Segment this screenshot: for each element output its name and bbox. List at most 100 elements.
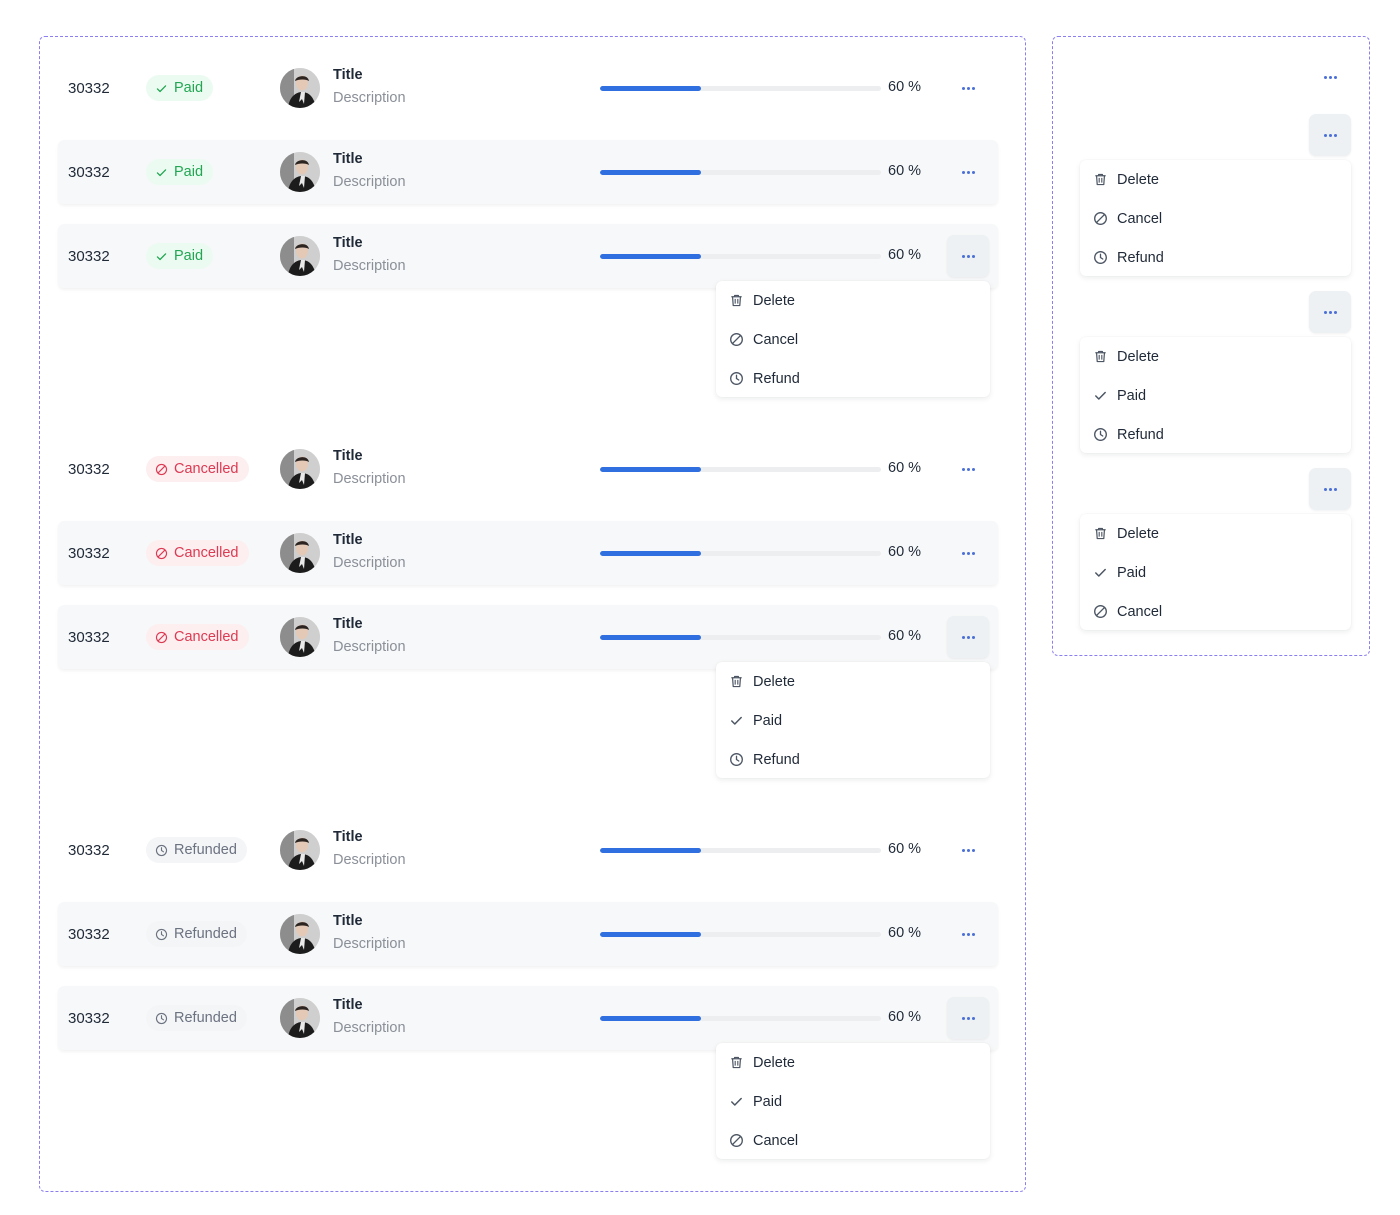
order-id: 30332: [68, 544, 110, 562]
progress-bar: [600, 635, 881, 640]
status-label: Cancelled: [174, 629, 239, 645]
menu-item-refund[interactable]: Refund: [1080, 415, 1351, 454]
more-actions-button[interactable]: [1309, 291, 1351, 333]
more-actions-button[interactable]: [947, 151, 989, 193]
more-actions-button[interactable]: [947, 235, 989, 277]
status-badge: Paid: [146, 243, 214, 269]
row-description: Description: [333, 174, 406, 190]
menu-item-cancel[interactable]: Cancel: [716, 1121, 990, 1160]
status-badge: Refunded: [146, 1005, 247, 1031]
progress-fill: [600, 86, 702, 91]
menu-item-cancel[interactable]: Cancel: [716, 320, 990, 359]
more-actions-button[interactable]: [947, 448, 989, 490]
menu-item-label: Refund: [1117, 249, 1164, 266]
status-label: Paid: [174, 164, 204, 180]
order-id: 30332: [68, 841, 110, 859]
row-description: Description: [333, 1020, 406, 1036]
menu-item-label: Delete: [1117, 525, 1159, 542]
menu-item-cancel[interactable]: Cancel: [1080, 592, 1351, 631]
row-title: Title: [333, 67, 363, 83]
status-label: Cancelled: [174, 461, 239, 477]
more-actions-button[interactable]: [947, 532, 989, 574]
cancel-icon: [729, 332, 744, 347]
progress-fill: [600, 848, 702, 853]
order-id: 30332: [68, 79, 110, 97]
progress-fill: [600, 1016, 702, 1021]
more-actions-button[interactable]: [947, 829, 989, 871]
menu-item-delete[interactable]: Delete: [1080, 514, 1351, 553]
menu-item-delete[interactable]: Delete: [716, 662, 990, 701]
status-label: Refunded: [174, 1010, 237, 1026]
row-title: Title: [333, 448, 363, 464]
status-label: Refunded: [174, 926, 237, 942]
status-badge: Refunded: [146, 921, 247, 947]
more-icon: [961, 635, 975, 639]
more-icon: [961, 467, 975, 471]
more-actions-button[interactable]: [1309, 114, 1351, 156]
menu-item-refund[interactable]: Refund: [716, 359, 990, 398]
menu-item-paid[interactable]: Paid: [716, 1082, 990, 1121]
progress-bar: [600, 551, 881, 556]
menu-item-paid[interactable]: Paid: [1080, 376, 1351, 415]
more-actions-button[interactable]: [947, 616, 989, 658]
action-menu: Delete Cancel Refund: [1080, 160, 1351, 276]
row-title: Title: [333, 913, 363, 929]
check-icon: [155, 166, 168, 179]
trash-icon: [729, 293, 744, 308]
status-badge: Cancelled: [146, 624, 249, 650]
row-description: Description: [333, 639, 406, 655]
order-id: 30332: [68, 925, 110, 943]
avatar: [280, 68, 320, 108]
progress-fill: [600, 467, 702, 472]
progress-bar: [600, 1016, 881, 1021]
row-title: Title: [333, 829, 363, 845]
cancel-icon: [1093, 211, 1108, 226]
row-description: Description: [333, 852, 406, 868]
menu-item-paid[interactable]: Paid: [716, 701, 990, 740]
progress-bar: [600, 848, 881, 853]
menu-item-refund[interactable]: Refund: [1080, 238, 1351, 277]
menu-item-label: Cancel: [1117, 603, 1163, 620]
more-icon: [961, 932, 975, 936]
menu-item-refund[interactable]: Refund: [716, 740, 990, 779]
menu-item-cancel[interactable]: Cancel: [1080, 199, 1351, 238]
status-label: Paid: [174, 80, 204, 96]
more-actions-button[interactable]: [947, 67, 989, 109]
menu-item-delete[interactable]: Delete: [716, 281, 990, 320]
check-icon: [1093, 565, 1108, 580]
more-actions-button[interactable]: [947, 913, 989, 955]
cancel-icon: [155, 547, 168, 560]
more-icon: [961, 848, 975, 852]
progress-bar: [600, 467, 881, 472]
more-icon: [1323, 310, 1337, 314]
menu-item-delete[interactable]: Delete: [716, 1043, 990, 1082]
status-badge: Refunded: [146, 837, 247, 863]
row-title: Title: [333, 997, 363, 1013]
trash-icon: [1093, 349, 1108, 364]
menu-item-delete[interactable]: Delete: [1080, 337, 1351, 376]
menu-item-label: Paid: [753, 712, 783, 729]
table-row: 30332 Refunded Title Description 60 %: [58, 818, 998, 882]
avatar: [280, 617, 320, 657]
more-icon: [1323, 487, 1337, 491]
avatar: [280, 914, 320, 954]
action-menu: Delete Paid Cancel: [716, 1043, 990, 1159]
table-row: 30332 Cancelled Title Description 60 %: [58, 437, 998, 501]
order-id: 30332: [68, 247, 110, 265]
more-actions-button[interactable]: [1309, 468, 1351, 510]
more-icon: [1323, 133, 1337, 137]
status-badge: Paid: [146, 75, 214, 101]
more-actions-button[interactable]: [1309, 56, 1351, 98]
menu-item-label: Cancel: [753, 1132, 799, 1149]
cancel-icon: [155, 463, 168, 476]
more-icon: [961, 86, 975, 90]
progress-label: 60 %: [888, 79, 922, 95]
avatar: [280, 449, 320, 489]
order-id: 30332: [68, 1009, 110, 1027]
menu-item-delete[interactable]: Delete: [1080, 160, 1351, 199]
menu-item-label: Delete: [753, 292, 795, 309]
check-icon: [155, 82, 168, 95]
more-actions-button[interactable]: [947, 997, 989, 1039]
menu-item-paid[interactable]: Paid: [1080, 553, 1351, 592]
trash-icon: [1093, 172, 1108, 187]
